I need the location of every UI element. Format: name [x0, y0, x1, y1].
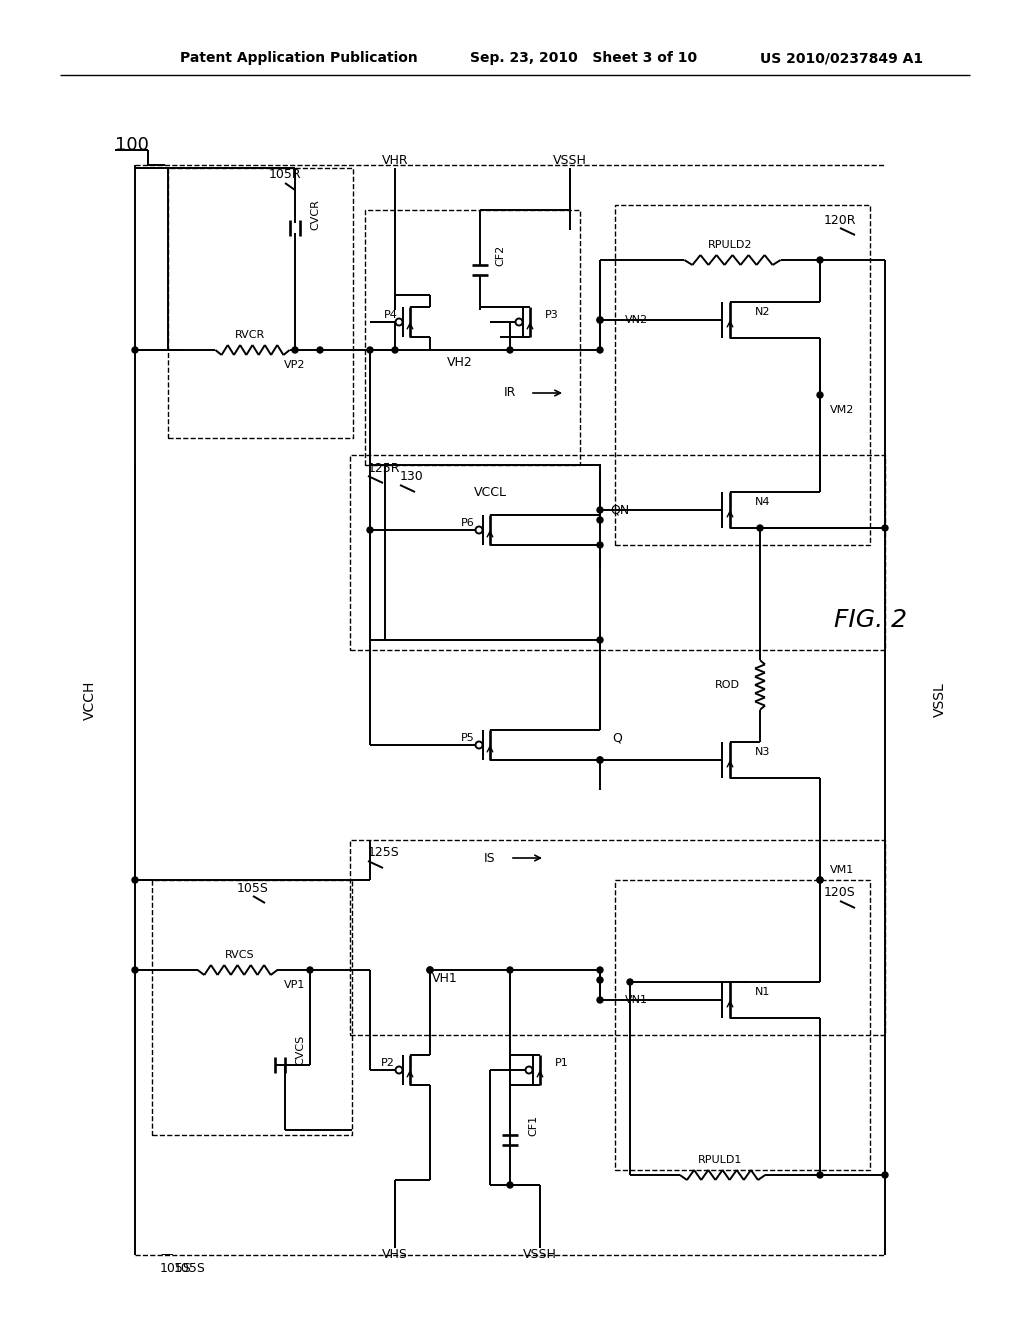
Text: 100: 100 — [115, 136, 148, 154]
Circle shape — [132, 968, 138, 973]
Circle shape — [597, 317, 603, 323]
Text: P2: P2 — [381, 1059, 395, 1068]
Text: CVCR: CVCR — [310, 199, 319, 231]
Circle shape — [757, 525, 763, 531]
Circle shape — [597, 968, 603, 973]
Bar — [365, 210, 580, 465]
Text: P3: P3 — [545, 310, 559, 319]
Text: FIG. 2: FIG. 2 — [834, 609, 906, 632]
Text: VH1: VH1 — [432, 972, 458, 985]
Circle shape — [817, 257, 823, 263]
Text: 130: 130 — [400, 470, 424, 483]
Circle shape — [597, 347, 603, 352]
Circle shape — [507, 347, 513, 352]
Circle shape — [597, 977, 603, 983]
Text: VP2: VP2 — [285, 360, 306, 370]
Circle shape — [597, 543, 603, 548]
Text: VN2: VN2 — [625, 315, 648, 325]
Text: IR: IR — [504, 387, 516, 400]
Text: VN1: VN1 — [625, 995, 648, 1005]
Circle shape — [882, 1172, 888, 1177]
Text: Q: Q — [612, 731, 622, 744]
Circle shape — [817, 392, 823, 399]
Text: CVCS: CVCS — [295, 1035, 305, 1065]
Text: P5: P5 — [461, 733, 475, 743]
Circle shape — [597, 507, 603, 513]
Circle shape — [817, 1172, 823, 1177]
Text: RPULD2: RPULD2 — [708, 240, 753, 249]
Text: P4: P4 — [384, 310, 398, 319]
Text: VH2: VH2 — [447, 356, 473, 370]
Text: 105S: 105S — [174, 1262, 206, 1275]
Text: RVCS: RVCS — [225, 950, 255, 960]
Text: N4: N4 — [755, 498, 770, 507]
Circle shape — [882, 525, 888, 531]
Text: Sep. 23, 2010   Sheet 3 of 10: Sep. 23, 2010 Sheet 3 of 10 — [470, 51, 697, 65]
Text: VM1: VM1 — [830, 865, 854, 875]
Bar — [350, 455, 885, 649]
Circle shape — [597, 517, 603, 523]
Text: CF1: CF1 — [528, 1114, 538, 1135]
Text: 105R: 105R — [268, 169, 301, 181]
Text: VP1: VP1 — [285, 979, 306, 990]
Circle shape — [317, 347, 323, 352]
Text: VHR: VHR — [382, 153, 409, 166]
Text: VCCH: VCCH — [83, 680, 97, 719]
Circle shape — [427, 968, 433, 973]
Text: Patent Application Publication: Patent Application Publication — [180, 51, 418, 65]
Bar — [385, 465, 600, 640]
Circle shape — [597, 756, 603, 763]
Circle shape — [132, 347, 138, 352]
Text: VM2: VM2 — [830, 405, 854, 414]
Text: 105S: 105S — [238, 882, 269, 895]
Bar — [615, 880, 870, 1170]
Circle shape — [367, 347, 373, 352]
Circle shape — [427, 968, 433, 973]
Text: VCCL: VCCL — [473, 486, 507, 499]
Circle shape — [507, 1181, 513, 1188]
Circle shape — [597, 997, 603, 1003]
Text: N1: N1 — [755, 987, 770, 997]
Bar — [152, 880, 352, 1135]
Bar — [350, 840, 885, 1035]
Text: N3: N3 — [755, 747, 770, 756]
Text: P1: P1 — [555, 1059, 568, 1068]
Text: 125R: 125R — [368, 462, 400, 474]
Text: VSSH: VSSH — [523, 1249, 557, 1262]
Bar — [168, 168, 353, 438]
Circle shape — [392, 347, 398, 352]
Text: US 2010/0237849 A1: US 2010/0237849 A1 — [760, 51, 923, 65]
Circle shape — [292, 347, 298, 352]
Circle shape — [817, 876, 823, 883]
Text: N2: N2 — [755, 308, 770, 317]
Circle shape — [597, 317, 603, 323]
Circle shape — [627, 979, 633, 985]
Circle shape — [307, 968, 313, 973]
Text: VHS: VHS — [382, 1249, 408, 1262]
Text: QN: QN — [610, 503, 630, 516]
Text: 120S: 120S — [824, 887, 856, 899]
Text: P6: P6 — [461, 517, 475, 528]
Text: 120R: 120R — [823, 214, 856, 227]
Text: ROD: ROD — [715, 680, 740, 690]
Text: RPULD1: RPULD1 — [697, 1155, 742, 1166]
Text: CF2: CF2 — [495, 244, 505, 265]
Circle shape — [597, 756, 603, 763]
Text: 105S: 105S — [160, 1262, 191, 1275]
Circle shape — [817, 876, 823, 883]
Text: RVCR: RVCR — [234, 330, 265, 341]
Text: VSSL: VSSL — [933, 682, 947, 717]
Text: —: — — [160, 1249, 172, 1262]
Circle shape — [367, 527, 373, 533]
Bar — [615, 205, 870, 545]
Text: VSSH: VSSH — [553, 153, 587, 166]
Text: IS: IS — [484, 851, 496, 865]
Text: 125S: 125S — [368, 846, 399, 859]
Circle shape — [132, 876, 138, 883]
Circle shape — [597, 638, 603, 643]
Circle shape — [507, 968, 513, 973]
